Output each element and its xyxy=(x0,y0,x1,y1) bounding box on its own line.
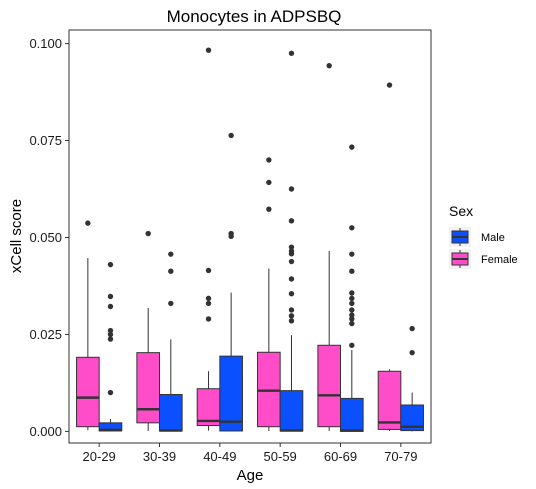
legend-label: Male xyxy=(481,232,505,244)
legend: Sex Male Female xyxy=(449,203,518,269)
male-box-40-49 xyxy=(219,132,243,432)
x-tick-label: 70-79 xyxy=(384,449,417,464)
outlier-point xyxy=(409,325,415,332)
box-iqr xyxy=(279,390,304,432)
outlier-point xyxy=(326,62,332,69)
outlier-point xyxy=(288,50,295,56)
outlier-point xyxy=(288,248,295,254)
y-axis: 0.000 0.025 0.050 0.075 0.100 xyxy=(29,36,69,439)
outlier-point xyxy=(107,293,114,300)
outlier-point xyxy=(205,295,212,302)
box-iqr xyxy=(400,404,424,432)
legend-label: Female xyxy=(481,254,518,266)
outlier-point xyxy=(349,342,355,348)
male-box-70-79 xyxy=(400,325,424,432)
outlier-point xyxy=(205,316,212,322)
y-tick-label: 0.000 xyxy=(29,424,62,439)
female-box-30-39 xyxy=(136,230,160,431)
outlier-point xyxy=(288,218,295,224)
outlier-point xyxy=(107,389,114,396)
outlier-point xyxy=(349,251,355,257)
male-box-30-39 xyxy=(159,251,183,432)
female-box-70-79 xyxy=(377,82,402,431)
chart-title: Monocytes in ADPSBQ xyxy=(167,7,342,26)
outlier-point xyxy=(386,82,393,88)
x-tick-label: 20-29 xyxy=(83,449,116,464)
legend-item-male: Male xyxy=(449,227,505,247)
box-iqr xyxy=(340,397,364,432)
outlier-point xyxy=(288,313,295,319)
outlier-point xyxy=(228,230,234,237)
outlier-point xyxy=(349,144,355,150)
outlier-point xyxy=(107,261,114,268)
outlier-point xyxy=(145,230,151,237)
outlier-point xyxy=(349,295,355,302)
outlier-point xyxy=(288,276,295,282)
outlier-point xyxy=(205,300,212,307)
outlier-point xyxy=(349,300,355,307)
outlier-point xyxy=(288,307,295,313)
outlier-point xyxy=(228,132,234,139)
male-box-20-29 xyxy=(98,261,123,432)
x-axis-title: Age xyxy=(237,467,264,484)
box-iqr xyxy=(317,344,341,428)
legend-title: Sex xyxy=(449,203,473,219)
outlier-point xyxy=(168,300,174,307)
outlier-point xyxy=(266,206,272,212)
box-iqr xyxy=(159,394,183,432)
x-axis: 20-29 30-39 40-49 50-59 60-69 70-79 xyxy=(83,443,417,464)
outlier-point xyxy=(288,258,295,265)
outlier-point xyxy=(168,268,174,274)
box-iqr xyxy=(76,356,100,428)
outlier-point xyxy=(85,220,91,226)
outlier-point xyxy=(266,157,272,163)
outlier-point xyxy=(205,47,212,53)
female-box-20-29 xyxy=(76,220,100,431)
outlier-point xyxy=(288,186,295,192)
legend-item-female: Female xyxy=(449,249,518,269)
outlier-point xyxy=(349,290,355,296)
outlier-point xyxy=(266,179,272,186)
outlier-point xyxy=(349,268,355,274)
box-iqr xyxy=(219,355,243,432)
y-tick-label: 0.100 xyxy=(29,36,62,51)
boxes-layer xyxy=(76,47,424,432)
male-box-60-69 xyxy=(340,144,364,432)
outlier-point xyxy=(107,327,114,334)
outlier-point xyxy=(349,312,355,318)
outlier-point xyxy=(288,290,295,297)
female-box-50-59 xyxy=(257,157,281,431)
x-tick-label: 50-59 xyxy=(264,449,297,464)
x-tick-label: 30-39 xyxy=(143,449,176,464)
outlier-point xyxy=(107,336,114,342)
outlier-point xyxy=(349,307,355,313)
outlier-point xyxy=(107,303,114,310)
outlier-point xyxy=(288,318,295,324)
outlier-point xyxy=(349,316,355,322)
female-box-60-69 xyxy=(317,62,341,431)
x-tick-label: 40-49 xyxy=(203,449,236,464)
outlier-point xyxy=(168,251,174,257)
y-axis-title: xCell score xyxy=(8,199,25,273)
outlier-point xyxy=(349,320,355,327)
y-tick-label: 0.075 xyxy=(29,133,62,148)
male-box-50-59 xyxy=(279,50,304,432)
box-iqr xyxy=(377,370,402,430)
female-box-40-49 xyxy=(196,47,221,431)
outlier-point xyxy=(349,225,355,231)
outlier-point xyxy=(409,349,415,356)
plot-panel xyxy=(68,29,432,444)
y-tick-label: 0.050 xyxy=(29,230,62,245)
outlier-point xyxy=(205,267,212,274)
y-tick-label: 0.025 xyxy=(29,327,62,342)
outlier-point xyxy=(288,244,295,250)
box-iqr xyxy=(136,352,160,424)
outlier-point xyxy=(107,331,114,338)
x-tick-label: 60-69 xyxy=(324,449,357,464)
